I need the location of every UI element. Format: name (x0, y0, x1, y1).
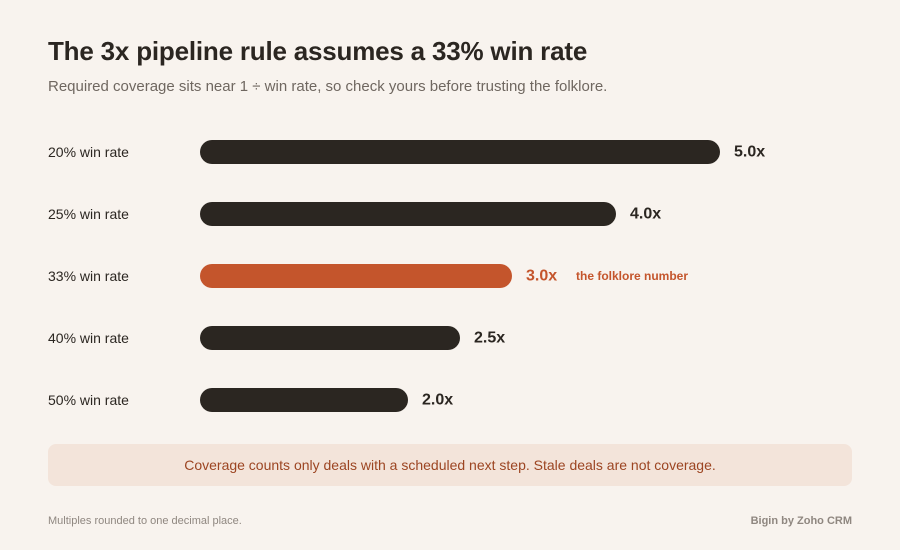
bar (200, 388, 408, 412)
bar (200, 326, 460, 350)
chart-title: The 3x pipeline rule assumes a 33% win r… (48, 36, 588, 66)
value-label: 4.0x (630, 206, 661, 223)
folklore-annotation: the folklore number (576, 269, 688, 283)
category-label: 50% win rate (48, 392, 129, 408)
coverage-notice: Coverage counts only deals with a schedu… (48, 444, 852, 486)
coverage-notice-text: Coverage counts only deals with a schedu… (184, 457, 716, 473)
value-label: 2.5x (474, 330, 505, 347)
value-label: 5.0x (734, 144, 765, 161)
category-label: 40% win rate (48, 330, 129, 346)
brand-credit: Bigin by Zoho CRM (750, 515, 852, 527)
bar-chart: 20% win rate 5.0x 25% win rate 4.0x 33% win … (48, 140, 765, 412)
category-label: 33% win rate (48, 268, 129, 284)
value-label: 3.0x (526, 268, 557, 285)
bar (200, 140, 720, 164)
category-label: 25% win rate (48, 206, 129, 222)
bar-highlighted (200, 264, 512, 288)
category-label: 20% win rate (48, 144, 129, 160)
chart-subtitle: Required coverage sits near 1 ÷ win rate… (48, 78, 608, 95)
bar (200, 202, 616, 226)
footnote: Multiples rounded to one decimal place. (48, 515, 242, 527)
value-label: 2.0x (422, 392, 453, 409)
